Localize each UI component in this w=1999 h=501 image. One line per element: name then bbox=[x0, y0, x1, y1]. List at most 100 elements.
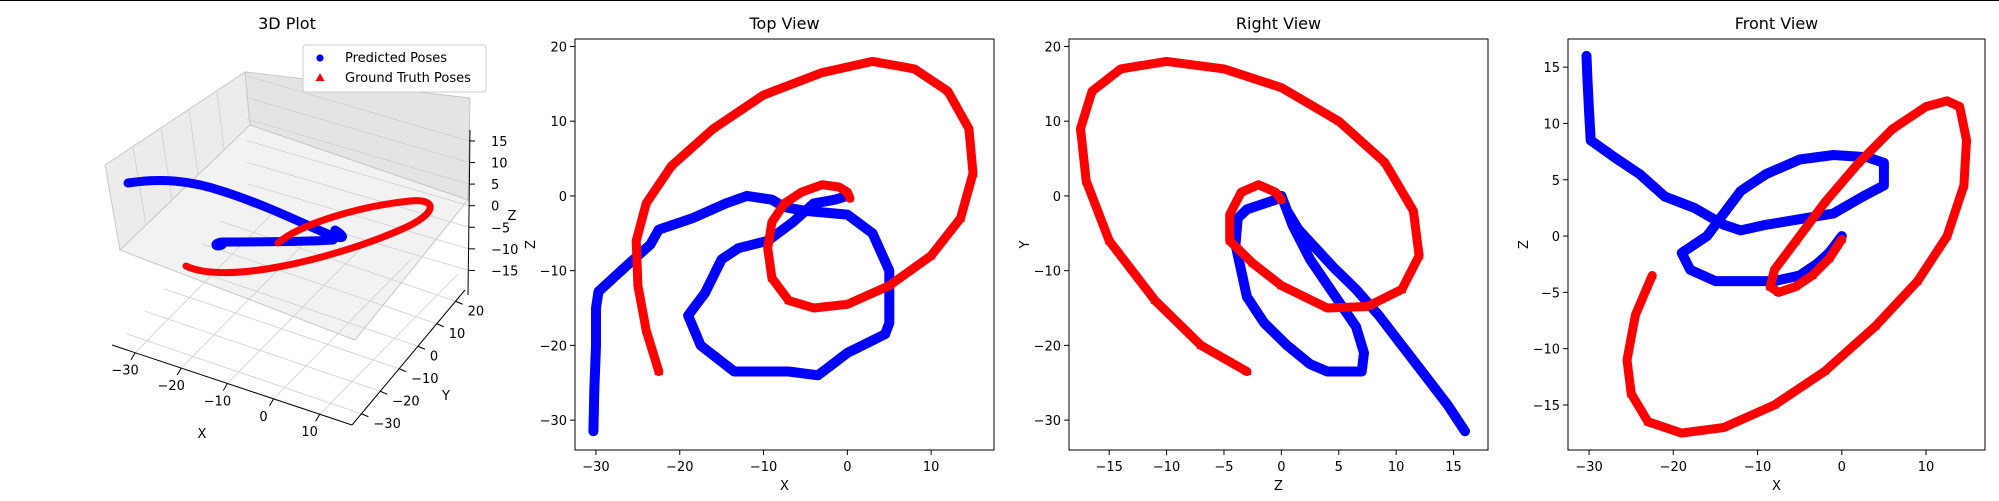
predicted-pose-point bbox=[1374, 311, 1383, 320]
predicted-pose-point bbox=[1582, 51, 1591, 60]
y-axis-label: Y bbox=[441, 389, 450, 404]
predicted-pose-point bbox=[1736, 277, 1745, 286]
predicted-pose-point bbox=[1703, 232, 1712, 241]
y-tick-label: 20 bbox=[550, 40, 567, 55]
predicted-pose-point bbox=[1795, 155, 1804, 164]
predicted-pose-point bbox=[1635, 170, 1644, 179]
y-tick-mark bbox=[361, 414, 368, 417]
predicted-pose-point bbox=[1761, 170, 1770, 179]
y-tick-label: −10 bbox=[411, 372, 438, 387]
y-tick-label: −30 bbox=[1034, 414, 1061, 429]
ground-truth-poses-series bbox=[1622, 96, 1970, 436]
x-tick-label: −20 bbox=[158, 379, 185, 394]
predicted-pose-point bbox=[1329, 262, 1338, 271]
y-tick-label: 5 bbox=[1552, 174, 1560, 189]
legend-label-predicted: Predicted Poses bbox=[345, 51, 447, 66]
x-tick-label: 0 bbox=[259, 410, 267, 425]
predicted-poses-series bbox=[589, 191, 894, 435]
x-tick-label: −20 bbox=[666, 460, 693, 475]
predicted-pose-point bbox=[1690, 203, 1699, 212]
chart-title: 3D Plot bbox=[258, 14, 316, 33]
y-tick-label: 10 bbox=[1543, 117, 1560, 132]
x-tick-mark bbox=[270, 399, 274, 406]
x-axis-label: X bbox=[198, 427, 207, 442]
y-tick-label: 0 bbox=[1053, 190, 1061, 205]
predicted-pose-point bbox=[784, 367, 793, 376]
y-tick-label: −20 bbox=[540, 339, 567, 354]
predicted-pose-point bbox=[1357, 367, 1366, 376]
x-tick-label: −30 bbox=[111, 364, 138, 379]
predicted-pose-point bbox=[696, 341, 705, 350]
predicted-pose-point bbox=[742, 191, 751, 200]
predicted-pose-point bbox=[1829, 209, 1838, 218]
predicted-pose-point bbox=[654, 225, 663, 234]
x-tick-label: 5 bbox=[1335, 460, 1343, 475]
ground-truth-trajectory bbox=[1627, 101, 1967, 433]
predicted-pose-point bbox=[881, 330, 890, 339]
z-axis-label: Z bbox=[508, 209, 517, 224]
y-tick-label: 10 bbox=[449, 327, 466, 342]
y-tick-label: 10 bbox=[1044, 115, 1061, 130]
x-tick-label: −30 bbox=[582, 460, 609, 475]
predicted-pose-point bbox=[591, 341, 600, 350]
y-tick-label: −10 bbox=[540, 265, 567, 280]
x-tick-label: −10 bbox=[1744, 460, 1771, 475]
z-tick-label: 15 bbox=[491, 135, 508, 150]
y-tick-label: −5 bbox=[1541, 286, 1560, 301]
predicted-pose-point bbox=[1829, 150, 1838, 159]
x-tick-label: −5 bbox=[1214, 460, 1233, 475]
x-tick-label: −20 bbox=[1660, 460, 1687, 475]
y-tick-mark bbox=[380, 391, 387, 394]
predicted-pose-point bbox=[688, 214, 697, 223]
x-tick-label: 0 bbox=[843, 460, 851, 475]
predicted-pose-point bbox=[590, 386, 599, 395]
x-tick-mark bbox=[131, 353, 135, 360]
y-axis-label: Z bbox=[1517, 240, 1532, 249]
predicted-pose-point bbox=[589, 427, 598, 436]
predicted-pose-point bbox=[1736, 226, 1745, 235]
y-tick-label: 10 bbox=[550, 115, 567, 130]
legend-label-ground-truth: Ground Truth Poses bbox=[345, 71, 471, 86]
predicted-pose-point bbox=[1260, 318, 1269, 327]
predicted-pose-point bbox=[1397, 341, 1406, 350]
predicted-pose-point bbox=[721, 199, 730, 208]
x-tick-label: 10 bbox=[301, 425, 318, 440]
y-tick-label: 0 bbox=[1552, 230, 1560, 245]
y-tick-mark bbox=[399, 369, 406, 372]
predicted-pose-point bbox=[1233, 214, 1242, 223]
predicted-pose-point bbox=[1242, 292, 1251, 301]
predicted-pose-point bbox=[801, 206, 810, 215]
predicted-pose-point bbox=[591, 304, 600, 313]
plot-frame bbox=[1069, 39, 1488, 450]
predicted-pose-point bbox=[1351, 285, 1360, 294]
z-tick-label: 5 bbox=[491, 178, 499, 193]
chart-title: Right View bbox=[1236, 14, 1321, 33]
predicted-pose-point bbox=[814, 371, 823, 380]
x-axis-label: X bbox=[780, 479, 789, 494]
y-tick-label: 20 bbox=[468, 304, 485, 319]
predicted-poses-series bbox=[1582, 51, 1888, 285]
predicted-pose-point bbox=[621, 262, 630, 271]
x-axis-label: X bbox=[1772, 479, 1781, 494]
y-tick-label: 20 bbox=[1044, 40, 1061, 55]
predicted-pose-point bbox=[1879, 158, 1888, 167]
predicted-pose-point bbox=[809, 199, 818, 208]
predicted-pose-point bbox=[1677, 248, 1686, 257]
predicted-pose-point bbox=[1583, 74, 1592, 83]
chart-title: Front View bbox=[1735, 14, 1819, 33]
y-tick-label: −20 bbox=[1034, 339, 1061, 354]
x-tick-label: −10 bbox=[750, 460, 777, 475]
predicted-pose-point bbox=[843, 210, 852, 219]
y-tick-label: −20 bbox=[392, 394, 419, 409]
panel-3d-plot: 3D Plot −30−20−10010−30−20−1001020−15−10… bbox=[105, 14, 518, 442]
ground-truth-poses-series bbox=[1076, 57, 1424, 375]
predicted-pose-point bbox=[868, 229, 877, 238]
x-tick-mark bbox=[223, 383, 227, 390]
predicted-pose-point bbox=[717, 255, 726, 264]
predicted-pose-point bbox=[1879, 181, 1888, 190]
y-tick-label: 0 bbox=[430, 349, 438, 364]
z-tick-label: 0 bbox=[491, 200, 499, 215]
x-tick-label: 0 bbox=[1838, 460, 1846, 475]
y-axis-label: Z bbox=[524, 240, 539, 249]
